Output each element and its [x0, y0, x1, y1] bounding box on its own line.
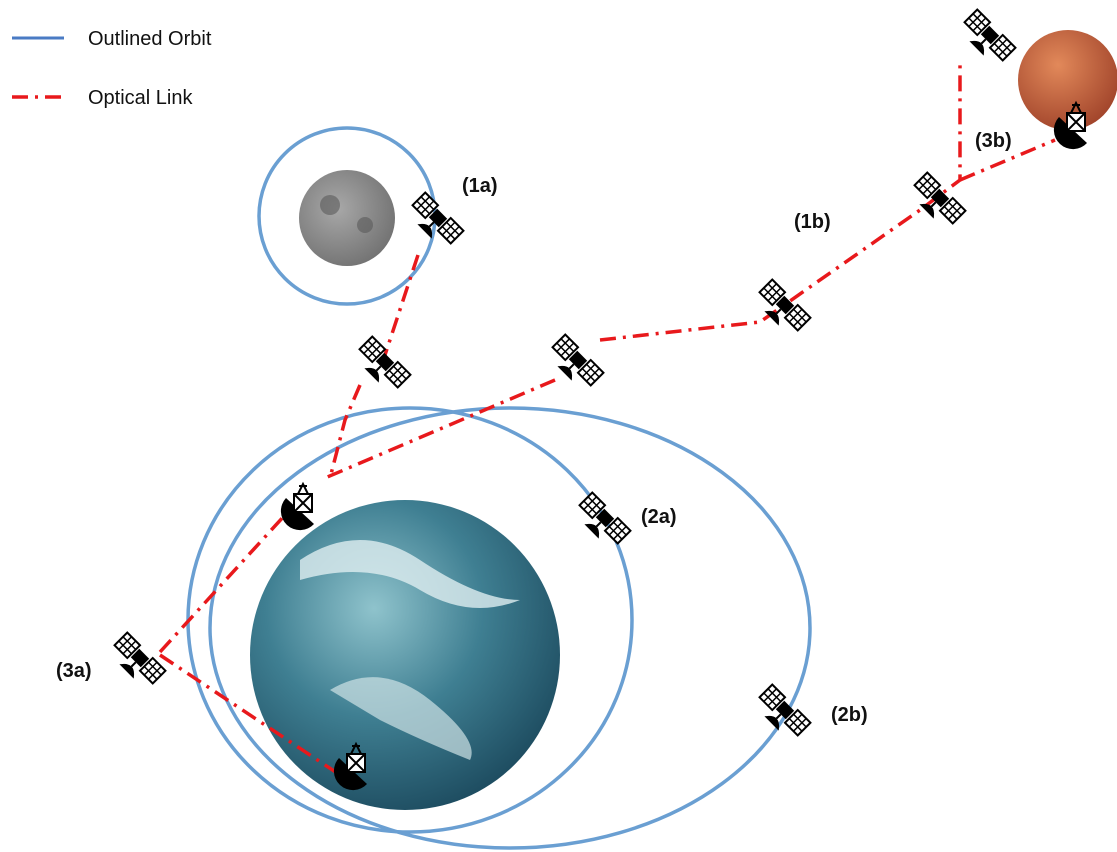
ground-station — [279, 483, 315, 532]
moon — [299, 170, 395, 266]
satellite — [406, 193, 463, 250]
optical-link — [599, 65, 962, 342]
optical-link — [159, 653, 341, 777]
legend-label: Outlined Orbit — [88, 28, 212, 50]
satellite — [753, 280, 810, 337]
satellite — [546, 335, 603, 392]
node-label: (3a) — [56, 660, 92, 682]
orbit — [208, 406, 812, 850]
node-label: (2b) — [831, 704, 868, 726]
earth — [250, 500, 560, 810]
node-label: (3b) — [975, 130, 1012, 152]
legend-label: Optical Link — [88, 87, 193, 109]
node-label: (1a) — [462, 175, 498, 197]
satellite — [108, 633, 165, 690]
optical-link — [328, 384, 362, 479]
node-label: (1b) — [794, 211, 831, 233]
satellite — [353, 337, 410, 394]
mars — [1018, 30, 1117, 130]
node-label: (2a) — [641, 506, 677, 528]
optical-link — [383, 254, 420, 356]
satellite — [753, 685, 810, 742]
optical-link — [324, 378, 556, 480]
satellite — [958, 10, 1015, 67]
satellite — [573, 493, 630, 550]
